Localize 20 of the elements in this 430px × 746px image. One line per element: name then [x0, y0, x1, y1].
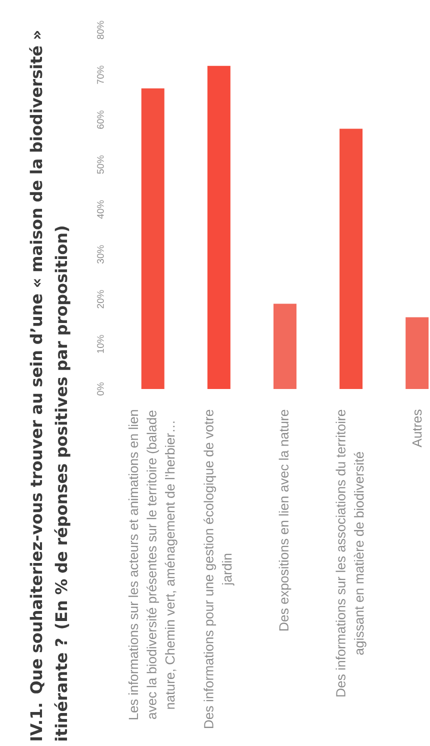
y-tick-label: 40%: [97, 200, 104, 219]
x-tick-label: Les informations sur les acteurs et animations en lien avec la biodiversité présentes sur le territoire (balade nature, Chemin vert, aménagement de l’herbier…: [128, 410, 178, 720]
bar: [340, 128, 363, 389]
bar: [141, 88, 164, 389]
y-tick-label: 60%: [97, 110, 104, 129]
bar: [273, 304, 296, 389]
text: IV.1. Que souhaiteriez-vous trouver au sein d’une « maison de la biodiversité » itinérante ? (En % de réponses positives par proposition): [29, 31, 70, 740]
y-tick-label: 70%: [97, 66, 104, 84]
x-tick-label: Des informations pour une gestion écologique de votre jardin: [204, 410, 234, 728]
bar: [207, 66, 230, 389]
x-tick-label: Des expositions en lien avec la nature: [278, 410, 292, 630]
y-tick-label: 0%: [97, 382, 104, 396]
y-tick-label: 30%: [97, 245, 104, 264]
y-tick-label: 20%: [97, 290, 104, 308]
x-tick-label: Autres: [412, 410, 422, 448]
y-tick-label: 10%: [97, 334, 104, 353]
y-tick-label: 50%: [97, 155, 104, 174]
x-tick-label: Des informations sur les associations du territoire agissant en matière de biodiversité: [336, 410, 366, 696]
y-tick-label: 80%: [97, 20, 104, 40]
bar: [406, 317, 429, 389]
